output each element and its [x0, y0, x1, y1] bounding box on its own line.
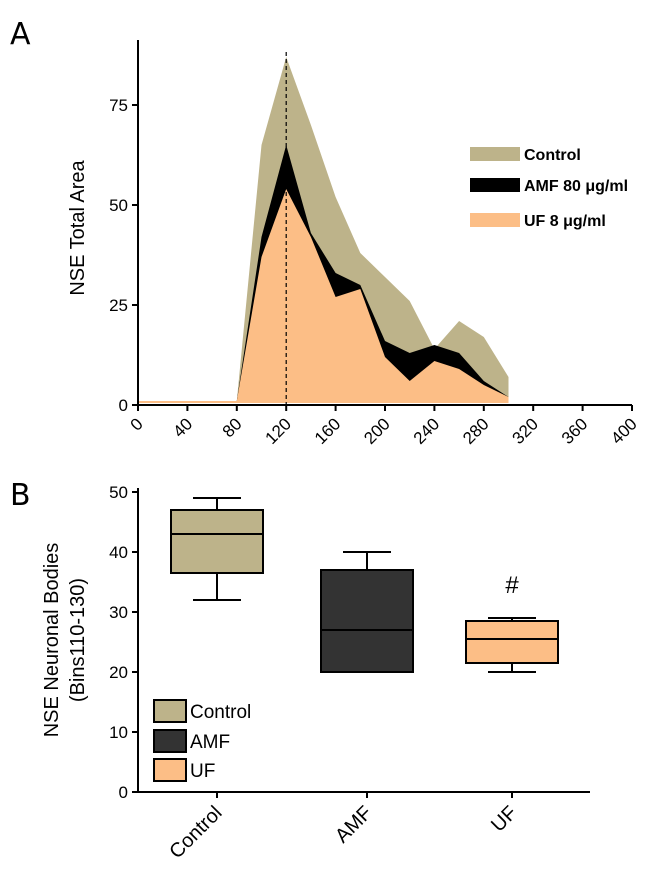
- x-tick-label: 360: [558, 414, 591, 447]
- legend-swatch-2: [153, 729, 187, 753]
- significance-marker: #: [505, 572, 519, 599]
- y-tick-label: 10: [109, 723, 128, 742]
- legend-label-3: UF: [190, 761, 215, 782]
- x-tick-label: UF: [487, 802, 521, 836]
- panel-b-box-plot: #0 10 20 30 40 50 Control AMF UF NSE Neuronal Bod…: [41, 483, 590, 863]
- y-tick-label: 25: [109, 296, 128, 315]
- box-1: [170, 509, 264, 574]
- legend-swatch-2: [470, 178, 520, 192]
- x-tick-label: 40: [169, 414, 196, 441]
- area-series-3: [138, 189, 509, 403]
- panel-a-area-chart: 0 25 50 75 0 40 80 120 160 200 240 280 320 360 400 NSE …: [67, 40, 641, 448]
- panel-a-letter: A: [10, 17, 31, 52]
- legend-label-1: Control: [524, 147, 581, 164]
- y-tick-label: 50: [109, 196, 128, 215]
- y-tick-label: 30: [109, 603, 128, 622]
- x-tick-label: 240: [410, 414, 443, 447]
- x-tick-label: 160: [311, 414, 344, 447]
- legend-swatch-1: [153, 699, 187, 723]
- x-tick-label: 80: [219, 414, 246, 441]
- y-tick-label: 20: [109, 663, 128, 682]
- x-tick-label: Control: [165, 802, 226, 863]
- legend-label-1: Control: [190, 702, 251, 723]
- y-axis-title: NSE Total Area: [67, 159, 89, 295]
- y-axis-subtitle: (Bins110-130): [67, 578, 89, 702]
- x-tick-label: 280: [459, 414, 492, 447]
- x-tick-label: 400: [607, 414, 640, 447]
- y-tick-label: 75: [109, 96, 128, 115]
- area-series-1: [138, 57, 509, 403]
- legend-label-3: UF 8 μg/ml: [524, 213, 606, 230]
- box-2: [320, 569, 414, 673]
- y-axis-title: NSE Neuronal Bodies: [41, 543, 63, 738]
- y-tick-label: 0: [119, 396, 128, 415]
- legend-swatch-3: [470, 213, 520, 227]
- legend-swatch-1: [470, 147, 520, 161]
- x-tick-label: 120: [262, 414, 295, 447]
- legend-label-2: AMF: [190, 732, 230, 753]
- y-tick-label: 0: [119, 783, 128, 802]
- legend-label-2: AMF 80 μg/ml: [524, 178, 628, 195]
- x-tick-label: 200: [360, 414, 393, 447]
- y-tick-label: 40: [109, 543, 128, 562]
- x-tick-label: AMF: [331, 802, 376, 847]
- x-tick-label: 0: [127, 414, 147, 434]
- y-tick-label: 50: [109, 483, 128, 502]
- panel-b-letter: B: [10, 478, 31, 513]
- legend-swatch-3: [153, 758, 187, 782]
- box-3: [465, 620, 559, 664]
- x-tick-label: 320: [509, 414, 542, 447]
